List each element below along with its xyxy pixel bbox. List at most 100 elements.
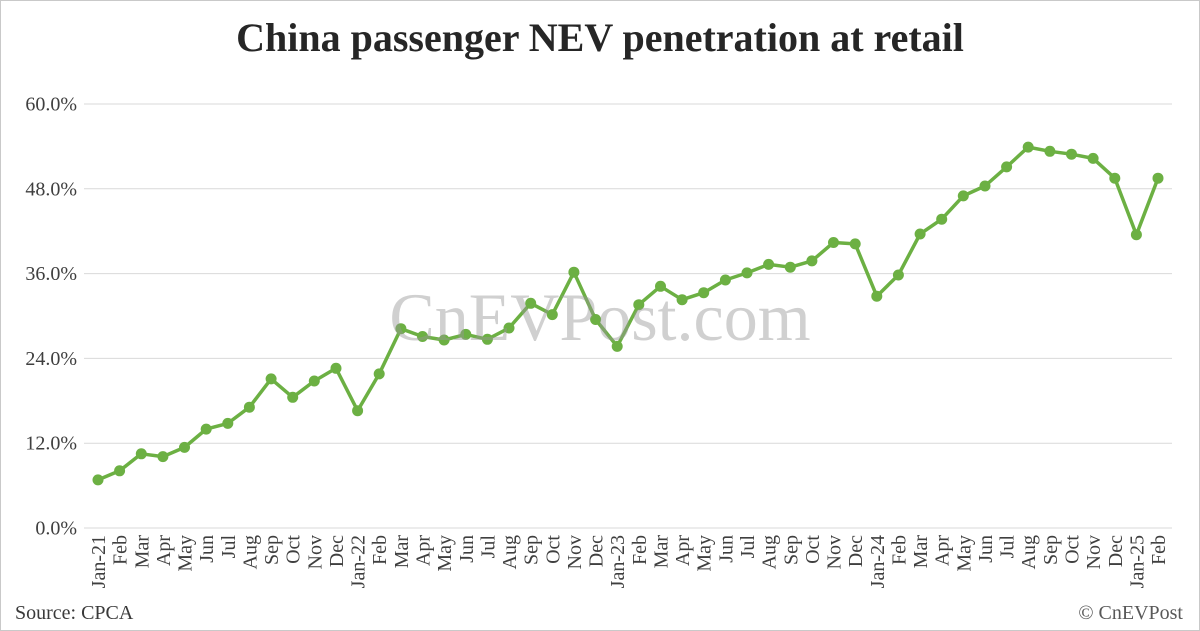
y-axis-tick-label: 24.0% xyxy=(25,348,77,370)
data-point-Apr-10.1% xyxy=(157,451,169,463)
x-axis-tick-label: Mar xyxy=(391,535,413,569)
data-point-Aug-37.3% xyxy=(763,258,775,270)
x-axis-tick-label: Jun xyxy=(456,535,478,563)
x-axis-tick-label: Sep xyxy=(1040,535,1062,565)
data-point-May-33.3% xyxy=(698,287,710,299)
data-point-Feb-35.8% xyxy=(892,269,904,281)
x-axis-tick-label: Dec xyxy=(586,535,608,567)
x-axis-tick-label: Aug xyxy=(1018,535,1040,569)
x-axis-tick-label: Jan-25 xyxy=(1126,535,1148,588)
data-point-Dec-49.5% xyxy=(1109,172,1121,184)
x-axis-tick-label: Aug xyxy=(239,535,261,569)
x-axis-tick-label: Oct xyxy=(283,535,305,564)
data-point-Sep-21.1% xyxy=(265,373,277,385)
x-axis-tick-label: Apr xyxy=(412,535,434,566)
x-axis-tick-label: Nov xyxy=(1083,535,1105,569)
x-axis-tick-label: Feb xyxy=(1148,535,1170,565)
x-axis-tick-label: Jan-22 xyxy=(348,535,370,588)
x-axis-tick-label: Mar xyxy=(910,535,932,569)
data-point-Mar-41.6% xyxy=(914,228,926,240)
data-point-Jul-51.1% xyxy=(1001,161,1013,173)
data-point-Nov-20.8% xyxy=(308,375,320,387)
x-axis-tick-label: Oct xyxy=(542,535,564,564)
data-point-Jun-27.4% xyxy=(460,328,472,340)
data-point-Aug-53.9% xyxy=(1022,141,1034,153)
data-point-Jan-24-32.8% xyxy=(871,290,883,302)
data-point-Apr-27.1% xyxy=(417,331,428,342)
x-axis-tick-label: Sep xyxy=(261,535,283,565)
x-axis-tick-label: Jul xyxy=(737,535,759,559)
x-axis-tick-label: May xyxy=(175,535,197,572)
data-point-Feb-21.8% xyxy=(373,368,385,380)
x-axis-tick-label: Apr xyxy=(672,535,694,566)
x-axis-tick-label: Jun xyxy=(715,535,737,563)
x-axis-tick-label: Dec xyxy=(326,535,348,567)
data-point-Sep-53.3% xyxy=(1044,145,1056,157)
x-axis-tick-label: Jul xyxy=(218,535,240,559)
x-axis-tick-label: Jan-24 xyxy=(867,535,889,588)
data-point-May-47% xyxy=(957,190,969,202)
x-axis-tick-label: Feb xyxy=(888,535,910,565)
data-point-Nov-52.3% xyxy=(1087,152,1099,164)
x-axis-tick-label: Oct xyxy=(1061,535,1083,564)
data-point-Jan-22-16.6% xyxy=(352,405,364,417)
x-axis-tick-label: Mar xyxy=(131,535,153,569)
x-axis-tick-label: Feb xyxy=(369,535,391,565)
x-axis-tick-label: Jan-21 xyxy=(88,535,110,588)
data-point-Mar-28.2% xyxy=(395,323,407,335)
x-axis-tick-label: Mar xyxy=(650,535,672,569)
data-point-Feb-8.1% xyxy=(114,465,126,477)
data-point-Apr-32.3% xyxy=(676,294,688,306)
x-axis-tick-label: Dec xyxy=(845,535,867,567)
x-axis-tick-label: Feb xyxy=(110,535,132,565)
x-axis-tick-label: Nov xyxy=(564,535,586,569)
data-point-Aug-28.3% xyxy=(503,322,515,334)
x-axis-tick-label: Aug xyxy=(759,535,781,569)
data-point-Jul-36.1% xyxy=(741,267,753,279)
x-axis-tick-label: May xyxy=(694,535,716,572)
x-axis-tick-label: Apr xyxy=(932,535,954,566)
x-axis-tick-label: Nov xyxy=(824,535,846,569)
nev-penetration-line xyxy=(96,145,1160,482)
data-point-Mar-10.5% xyxy=(135,448,147,460)
data-point-Aug-17.1% xyxy=(243,401,255,413)
source-label: Source: CPCA xyxy=(15,602,134,624)
x-axis-tick-label: Aug xyxy=(499,535,521,569)
x-axis-tick-label: Dec xyxy=(1105,535,1127,567)
x-axis-tick-label: Oct xyxy=(802,535,824,564)
data-point-Nov-36.2% xyxy=(568,266,580,278)
x-axis-tick-label: Jul xyxy=(997,535,1019,559)
data-point-Oct-37.8% xyxy=(806,255,818,267)
y-axis-tick-label: 60.0% xyxy=(25,93,77,115)
chart-title: China passenger NEV penetration at retai… xyxy=(236,15,964,60)
y-axis-tick-label: 48.0% xyxy=(25,178,77,200)
data-point-Sep-31.8% xyxy=(525,297,537,309)
x-axis-tick-label: Feb xyxy=(629,535,651,565)
data-point-May-11.4% xyxy=(179,441,190,453)
data-point-Jan-23-25.7% xyxy=(611,340,623,352)
data-point-Sep-36.9% xyxy=(784,261,796,273)
data-point-Jun-14% xyxy=(200,423,212,435)
x-axis-tick-label: Apr xyxy=(153,535,175,566)
x-axis-tick-label: Jan-23 xyxy=(607,535,629,588)
y-axis-tick-label: 0.0% xyxy=(35,518,77,540)
data-point-Jun-48.4% xyxy=(979,180,991,192)
x-axis-tick-label: May xyxy=(434,535,456,572)
x-axis-tick-label: Sep xyxy=(521,535,543,565)
data-point-Apr-43.7% xyxy=(936,213,948,225)
data-point-Jul-14.8% xyxy=(222,417,234,429)
copyright-label: © CnEVPost xyxy=(1078,602,1183,624)
x-axis-tick-label: Sep xyxy=(780,535,802,565)
data-point-Oct-18.5% xyxy=(287,391,299,403)
data-point-Feb-31.6% xyxy=(633,299,645,311)
x-axis-tick-label: Jun xyxy=(975,535,997,563)
data-point-Dec-40.2% xyxy=(849,238,861,250)
y-axis-tick-label: 36.0% xyxy=(25,263,77,285)
data-point-Nov-40.4% xyxy=(828,237,839,248)
data-point-Jun-35.1% xyxy=(719,274,731,286)
data-point-Oct-52.9% xyxy=(1066,148,1077,160)
x-axis-tick-label: Nov xyxy=(304,535,326,569)
data-point-Mar-34.2% xyxy=(655,280,666,292)
